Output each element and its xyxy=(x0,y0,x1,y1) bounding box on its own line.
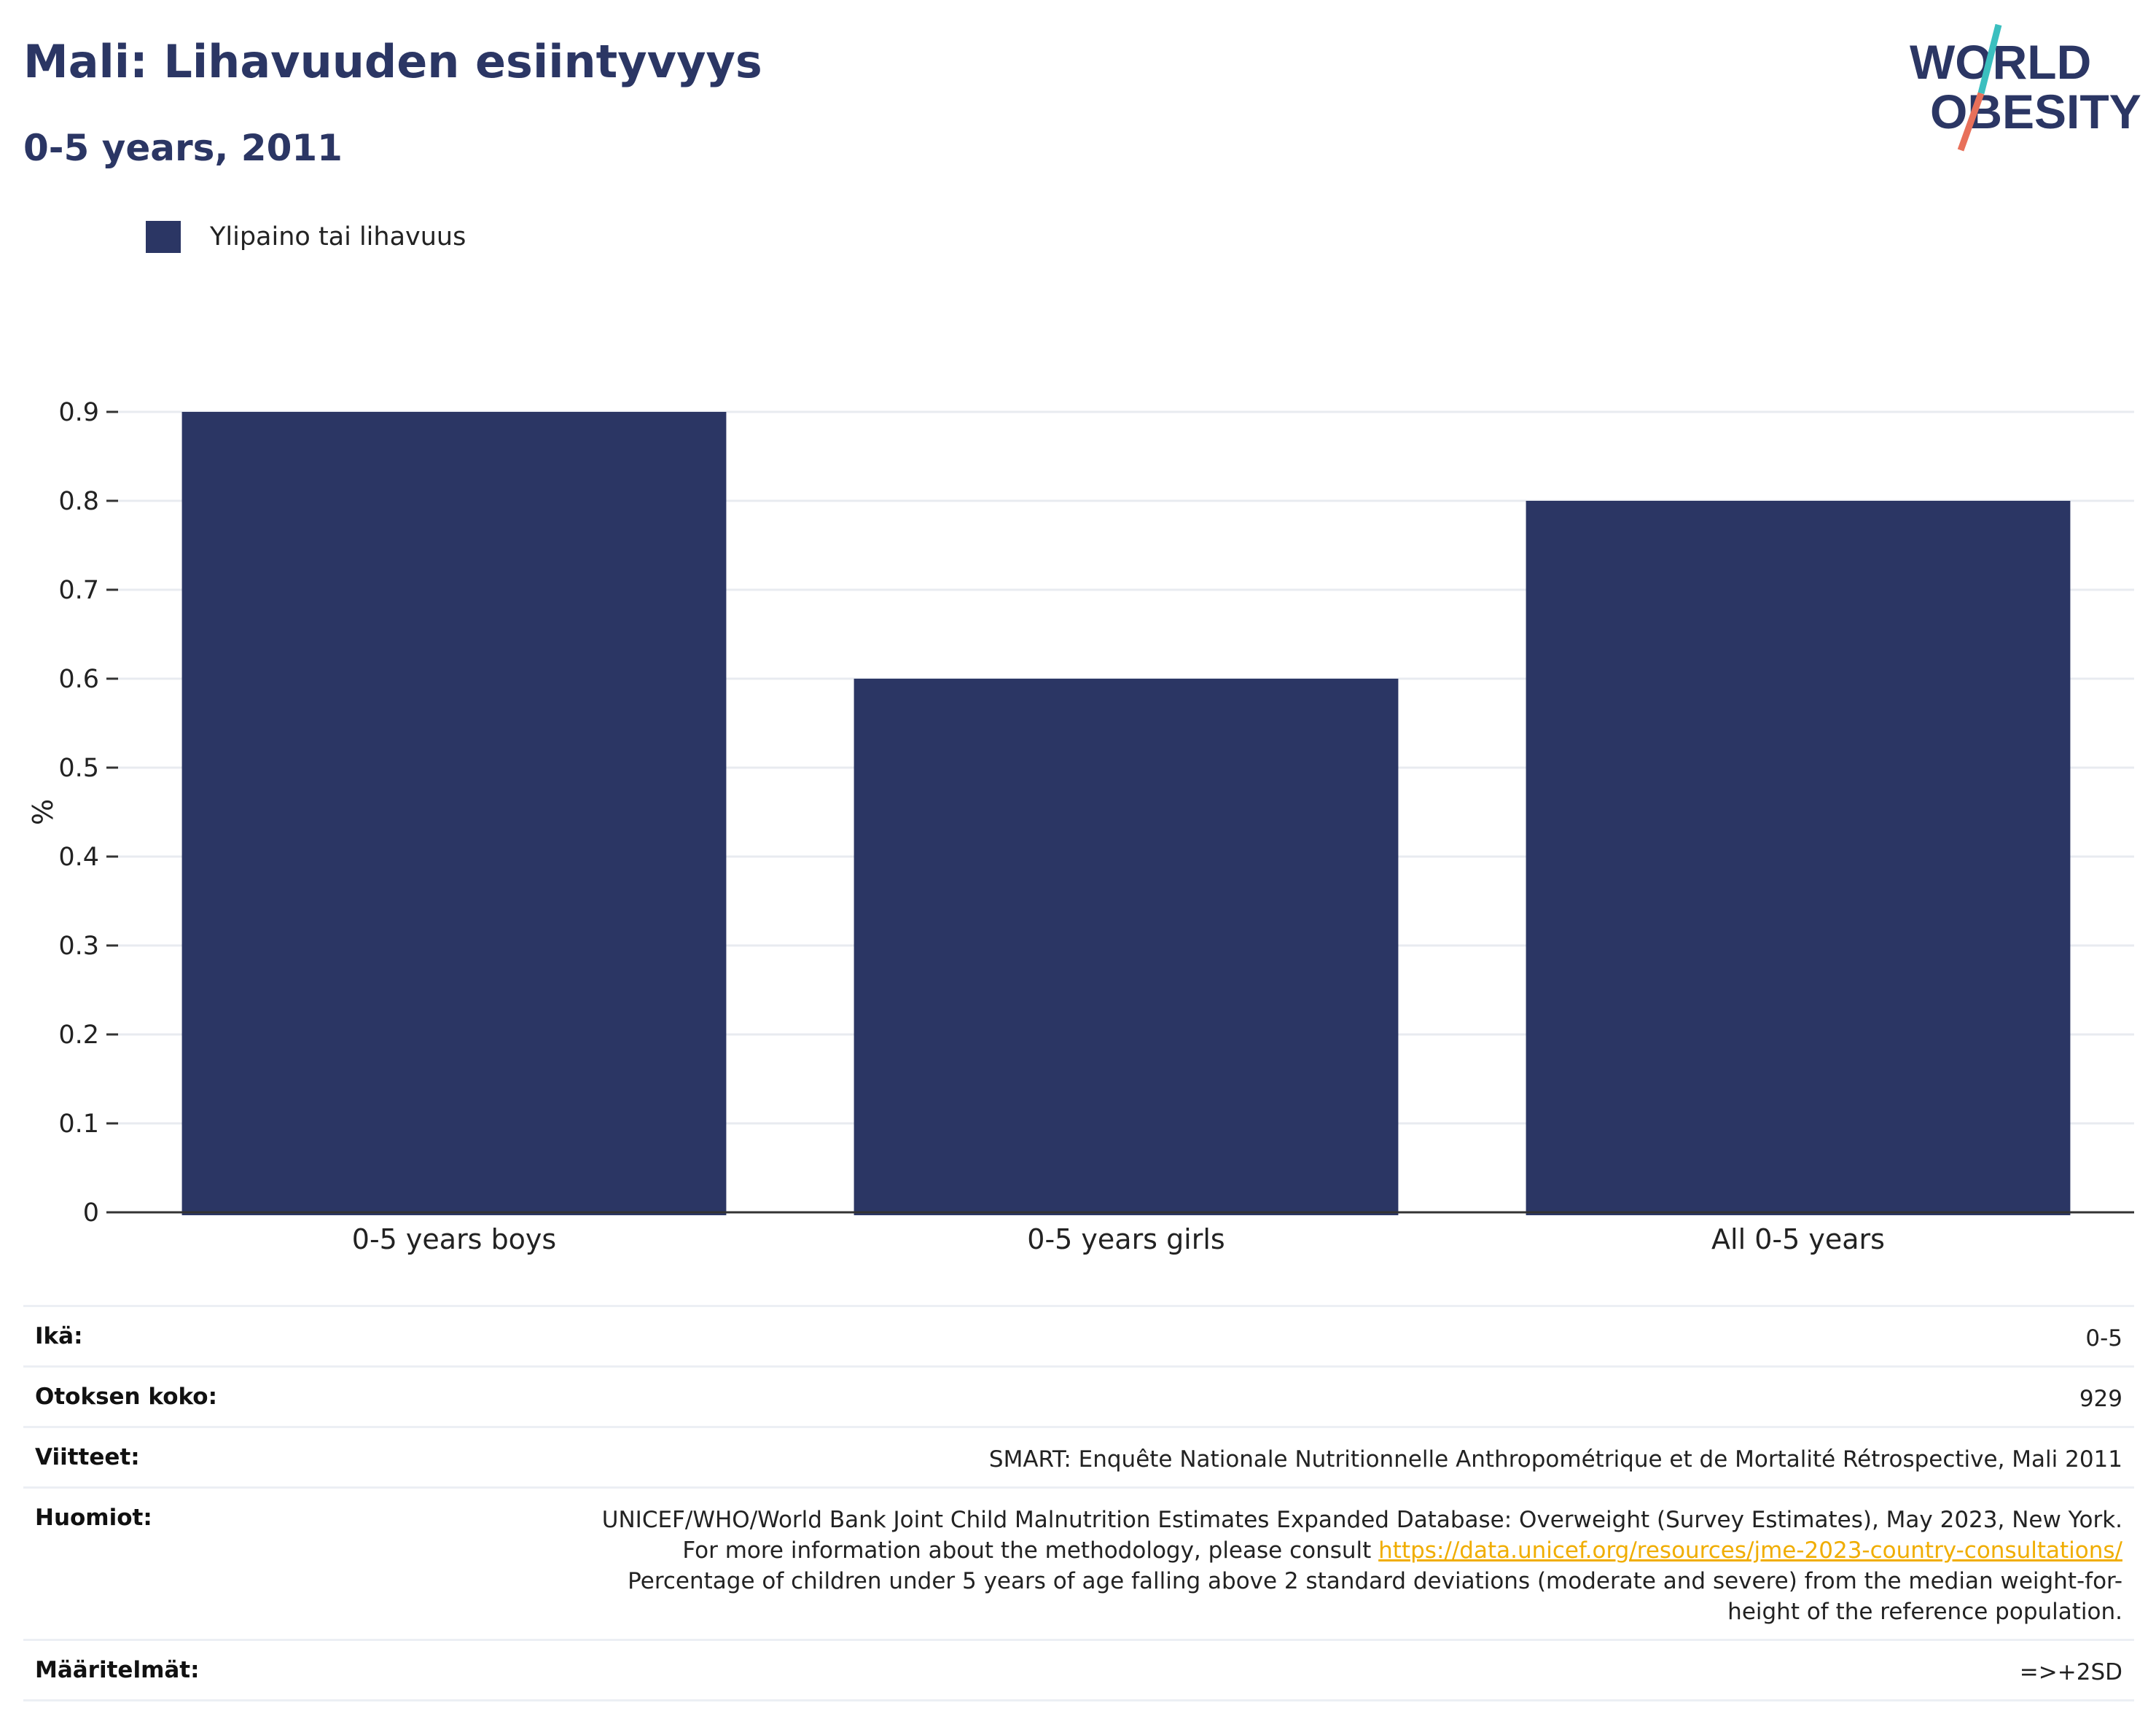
chart-title: Mali: Lihavuuden esiintyvyys xyxy=(23,35,762,88)
y-tick-label: 0.8 xyxy=(58,487,99,516)
x-tick-label: All 0-5 years xyxy=(1711,1223,1885,1255)
info-row-sample-size: Otoksen koko: 929 xyxy=(23,1365,2134,1426)
y-tick-label: 0.6 xyxy=(58,665,99,694)
bar xyxy=(1526,501,2071,1215)
bar xyxy=(854,679,1399,1215)
x-tick-label: 0-5 years boys xyxy=(352,1223,556,1255)
y-tick-label: 0.4 xyxy=(58,843,99,872)
logo-slash-bottom xyxy=(1957,92,1985,152)
info-table: Ikä: 0-5 Otoksen koko: 929 Viitteet: SMA… xyxy=(23,1305,2134,1701)
info-row-age: Ikä: 0-5 xyxy=(23,1305,2134,1365)
y-tick-label: 0.7 xyxy=(58,576,99,605)
y-axis-label: % xyxy=(27,799,59,825)
notes-definition-text: Percentage of children under 5 years of … xyxy=(628,1568,2122,1625)
logo-line-1: WORLD xyxy=(1910,35,2091,89)
legend-label: Ylipaino tai lihavuus xyxy=(210,222,466,252)
y-tick-label: 0 xyxy=(83,1198,99,1228)
info-row-definitions: Määritelmät: =>+2SD xyxy=(23,1639,2134,1701)
definitions-label: Määritelmät: xyxy=(35,1657,200,1683)
y-tick-label: 0.1 xyxy=(58,1110,99,1139)
info-row-notes: Huomiot: UNICEF/WHO/World Bank Joint Chi… xyxy=(23,1486,2134,1639)
x-tick-label: 0-5 years girls xyxy=(1027,1223,1225,1255)
world-obesity-logo: WORLD OBESITY xyxy=(1910,23,2141,152)
logo-slash-top xyxy=(1977,23,2002,95)
definitions-value: =>+2SD xyxy=(2019,1659,2122,1685)
bar xyxy=(181,412,727,1215)
references-label: Viitteet: xyxy=(35,1444,140,1470)
y-tick-label: 0.3 xyxy=(58,932,99,961)
y-tick-label: 0.2 xyxy=(58,1021,99,1050)
notes-label: Huomiot: xyxy=(35,1505,152,1531)
notes-value: UNICEF/WHO/World Bank Joint Child Malnut… xyxy=(577,1505,2122,1627)
sample-size-value: 929 xyxy=(2079,1386,2122,1412)
y-tick-label: 0.5 xyxy=(58,754,99,783)
age-label: Ikä: xyxy=(35,1323,83,1349)
notes-text: UNICEF/WHO/World Bank Joint Child Malnut… xyxy=(601,1507,2122,1564)
methodology-link[interactable]: https://data.unicef.org/resources/jme-20… xyxy=(1378,1537,2122,1564)
legend: Ylipaino tai lihavuus xyxy=(146,219,466,255)
references-value: SMART: Enquête Nationale Nutritionnelle … xyxy=(988,1446,2122,1473)
chart-subtitle: 0-5 years, 2011 xyxy=(23,127,343,169)
info-row-references: Viitteet: SMART: Enquête Nationale Nutri… xyxy=(23,1426,2134,1486)
y-tick-label: 0.9 xyxy=(58,398,99,427)
legend-swatch xyxy=(146,221,181,253)
age-value: 0-5 xyxy=(2085,1325,2122,1352)
bar-chart: 0 0.1 0.2 0.3 0.4 0.5 0.6 0.7 0.8 0.9% 0-5 years b… xyxy=(27,398,2134,1255)
sample-size-label: Otoksen koko: xyxy=(35,1384,217,1410)
